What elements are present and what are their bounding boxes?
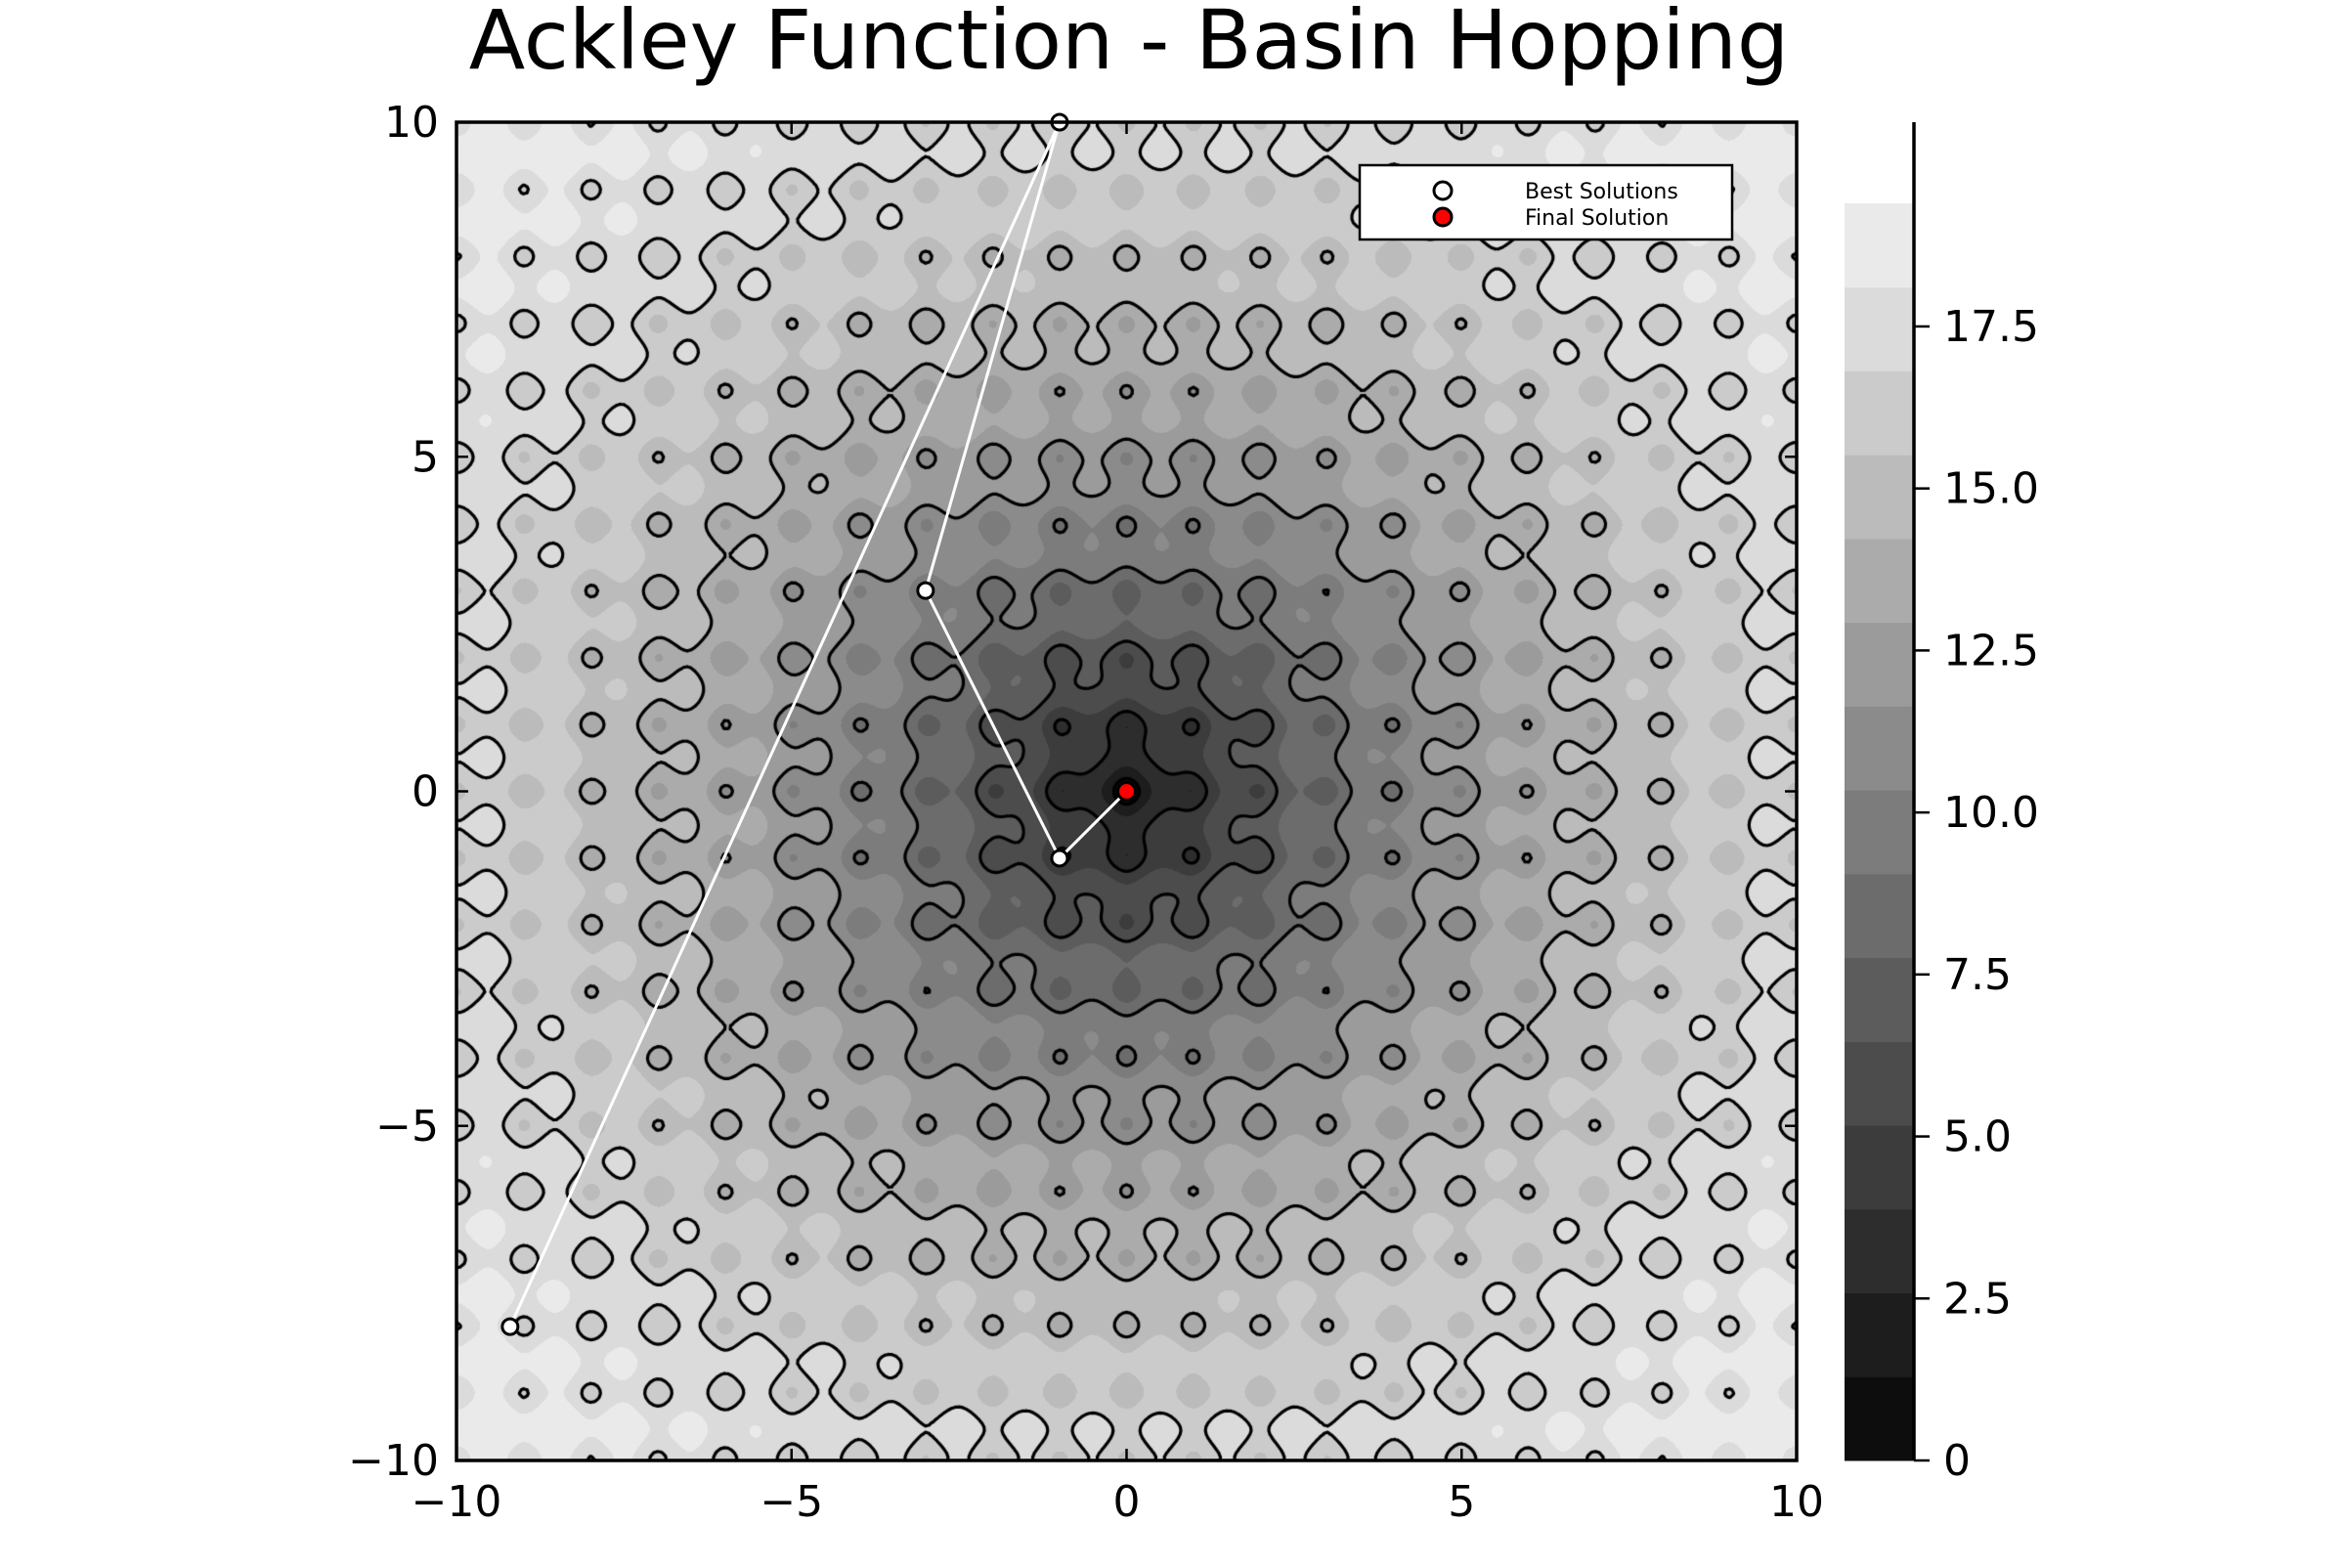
colorbar-tick-label: 5.0 [1943, 1112, 2012, 1162]
colorbar-band [1845, 370, 1914, 456]
best-solution-point [1050, 849, 1069, 868]
colorbar-band [1845, 957, 1914, 1042]
y-tick-label: 5 [412, 432, 439, 482]
colorbar-band [1845, 706, 1914, 791]
colorbar-band [1845, 1041, 1914, 1126]
colorbar-tick-label: 17.5 [1943, 302, 2039, 352]
colorbar-band [1845, 790, 1914, 875]
legend-marker-best [1432, 180, 1454, 201]
x-tick-label: 10 [1769, 1477, 1824, 1527]
colorbar-band [1845, 622, 1914, 707]
y-tick-label: −5 [375, 1102, 439, 1152]
best-solution-point [916, 581, 935, 600]
colorbar-tick-label: 0 [1943, 1436, 1971, 1486]
colorbar-band [1845, 1208, 1914, 1294]
colorbar-band [1845, 1125, 1914, 1210]
y-tick-label: −10 [348, 1436, 439, 1486]
legend-marker-final [1432, 206, 1454, 228]
colorbar-tick-label: 7.5 [1943, 950, 2012, 1000]
colorbar-band [1845, 1376, 1914, 1461]
colorbar-band [1845, 538, 1914, 624]
x-tick-label: 0 [1113, 1477, 1141, 1527]
x-tick-label: −10 [412, 1477, 502, 1527]
final-solution-point [1116, 781, 1137, 802]
x-tick-label: 5 [1448, 1477, 1475, 1527]
colorbar-tick-label: 2.5 [1943, 1274, 2012, 1324]
y-tick-label: 0 [412, 767, 439, 817]
colorbar-band [1845, 873, 1914, 959]
plot-area [456, 112, 1797, 1460]
colorbar-band [1845, 455, 1914, 540]
colorbar: 0 2.5 5.0 7.5 10.0 12.5 15.0 17.5 [1845, 122, 2039, 1486]
legend-label: Final Solution [1525, 206, 1669, 231]
colorbar-tick-label: 10.0 [1943, 788, 2039, 838]
legend-box [1358, 163, 1734, 241]
legend-label: Best Solutions [1525, 180, 1678, 204]
best-solution-point [500, 1317, 520, 1336]
colorbar-band [1845, 203, 1914, 288]
y-tick-label: 10 [384, 98, 439, 148]
colorbar-band [1845, 286, 1914, 371]
colorbar-tick-label: 12.5 [1943, 626, 2039, 675]
colorbar-tick-label: 15.0 [1943, 464, 2039, 514]
x-tick-label: −5 [760, 1477, 823, 1527]
colorbar-band [1845, 1292, 1914, 1377]
axes: −10 −5 0 5 10 −10 −5 0 5 10 [348, 98, 1824, 1527]
chart-title: Ackley Function - Basin Hopping [469, 0, 1789, 88]
